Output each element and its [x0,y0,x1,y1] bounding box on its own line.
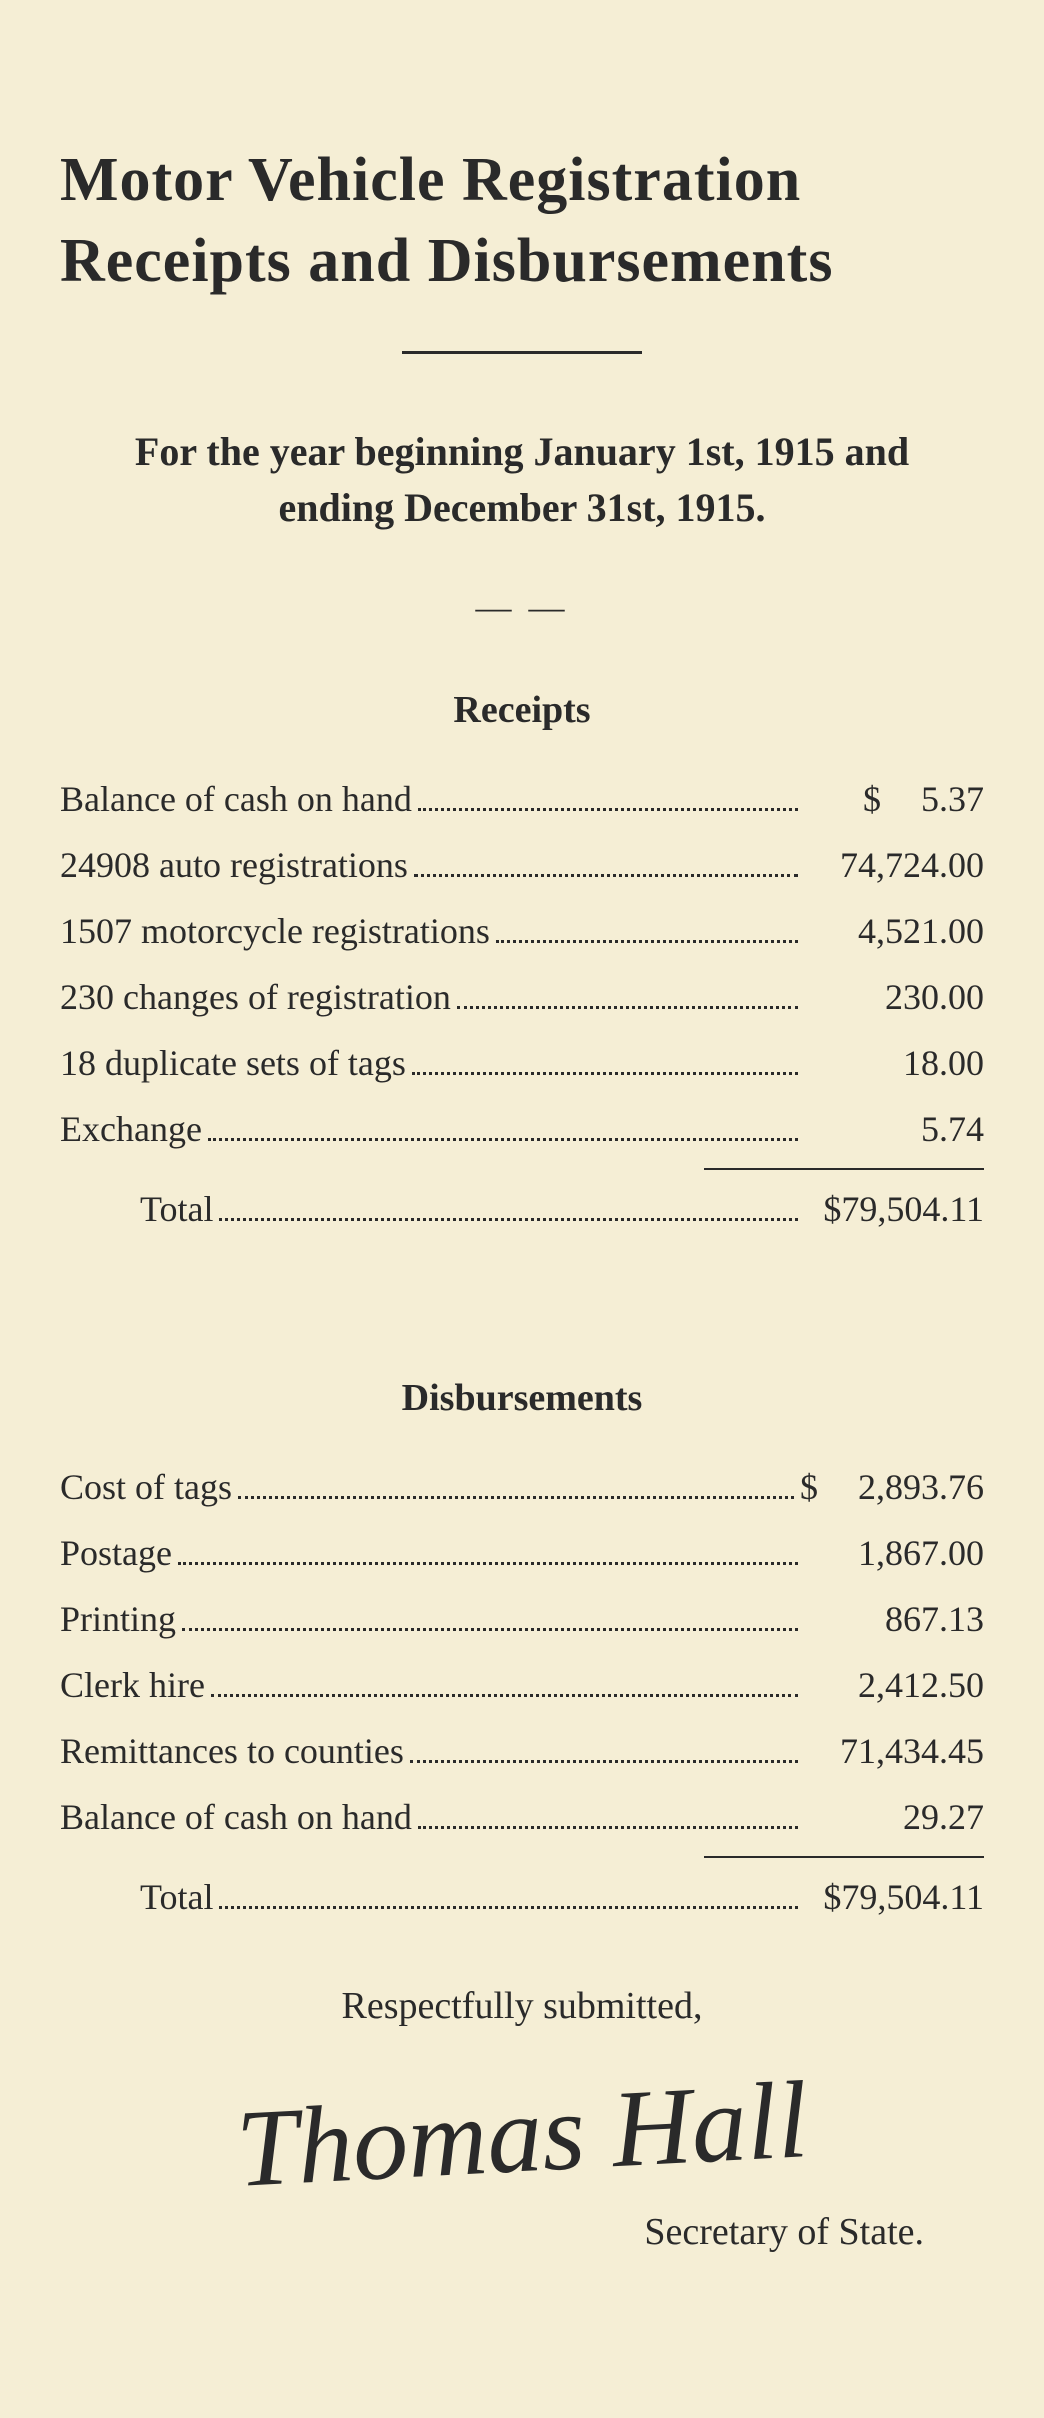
line-item: Remittances to counties 71,434.45 [60,1724,984,1778]
line-item: 18 duplicate sets of tags 18.00 [60,1036,984,1090]
receipts-total-rule [704,1168,984,1170]
line-item-value: 867.13 [804,1592,984,1646]
line-item: Postage 1,867.00 [60,1526,984,1580]
line-item-amount: 1,867.00 [858,1533,984,1573]
line-item-amount: 18.00 [903,1043,984,1083]
closing-text: Respectfully submitted, [60,1984,984,2028]
line-item-amount: 4,521.00 [858,911,984,951]
small-divider: — — [60,586,984,628]
document-subtitle: For the year beginning January 1st, 1915… [60,424,984,536]
currency-symbol: $ [800,1467,858,1507]
document-title: Motor Vehicle Registration Receipts and … [60,140,984,301]
line-item-value: 4,521.00 [804,904,984,958]
line-item-value: $2,893.76 [800,1460,984,1514]
dots [418,808,798,811]
line-item-value: 1,867.00 [804,1526,984,1580]
line-item: Clerk hire 2,412.50 [60,1658,984,1712]
line-item-amount: 2,893.76 [858,1467,984,1507]
dots [457,1006,798,1009]
line-item-label: Remittances to counties [60,1724,404,1778]
dots [496,940,798,943]
line-item-label: Exchange [60,1102,202,1156]
disbursements-total-value: $79,504.11 [804,1870,984,1924]
dots [211,1694,798,1697]
line-item-label: Clerk hire [60,1658,205,1712]
dots [414,874,798,877]
dots [208,1138,798,1141]
line-item-amount: 29.27 [903,1797,984,1837]
dots [178,1562,798,1565]
line-item: Exchange 5.74 [60,1102,984,1156]
disbursements-list: Cost of tags $2,893.76 Postage 1,867.00 Prin… [60,1460,984,1844]
title-divider [402,351,642,354]
disbursements-heading: Disbursements [60,1376,984,1420]
line-item-value: $5.37 [804,772,984,826]
disbursements-total-row: Total $79,504.11 [60,1870,984,1924]
line-item: Cost of tags $2,893.76 [60,1460,984,1514]
line-item: Balance of cash on hand $5.37 [60,772,984,826]
disbursements-total-rule [704,1856,984,1858]
line-item-amount: 74,724.00 [840,845,984,885]
line-item-label: 18 duplicate sets of tags [60,1036,406,1090]
line-item-label: Printing [60,1592,176,1646]
receipts-list: Balance of cash on hand $5.37 24908 auto r… [60,772,984,1156]
dots [238,1496,794,1499]
line-item-amount: 230.00 [885,977,984,1017]
line-item-value: 18.00 [804,1036,984,1090]
line-item-amount: 5.74 [921,1109,984,1149]
line-item-label: Postage [60,1526,172,1580]
line-item-value: 5.74 [804,1102,984,1156]
line-item-label: 230 changes of registration [60,970,451,1024]
signature: Thomas Hall [57,2044,987,2224]
dots [418,1826,798,1829]
dots [412,1072,798,1075]
line-item-value: 74,724.00 [804,838,984,892]
line-item-value: 29.27 [804,1790,984,1844]
line-item: 1507 motorcycle registrations 4,521.00 [60,904,984,958]
line-item-amount: 71,434.45 [840,1731,984,1771]
line-item: Printing 867.13 [60,1592,984,1646]
line-item-amount: 5.37 [921,779,984,819]
currency-symbol: $ [863,779,921,819]
line-item-label: Balance of cash on hand [60,1790,412,1844]
line-item-label: Cost of tags [60,1460,232,1514]
receipts-heading: Receipts [60,688,984,732]
line-item-label: 1507 motorcycle registrations [60,904,490,958]
receipts-total-row: Total $79,504.11 [60,1182,984,1236]
line-item-label: 24908 auto registrations [60,838,408,892]
line-item-value: 71,434.45 [804,1724,984,1778]
line-item-amount: 2,412.50 [858,1665,984,1705]
disbursements-total-label: Total [140,1870,213,1924]
receipts-total-value: $79,504.11 [804,1182,984,1236]
line-item-value: 2,412.50 [804,1658,984,1712]
dots [219,1218,798,1221]
line-item-amount: 867.13 [885,1599,984,1639]
dots [219,1906,798,1909]
dots [410,1760,798,1763]
dots [182,1628,798,1631]
line-item: 230 changes of registration 230.00 [60,970,984,1024]
line-item-label: Balance of cash on hand [60,772,412,826]
line-item: Balance of cash on hand 29.27 [60,1790,984,1844]
line-item: 24908 auto registrations 74,724.00 [60,838,984,892]
line-item-value: 230.00 [804,970,984,1024]
receipts-total-label: Total [140,1182,213,1236]
